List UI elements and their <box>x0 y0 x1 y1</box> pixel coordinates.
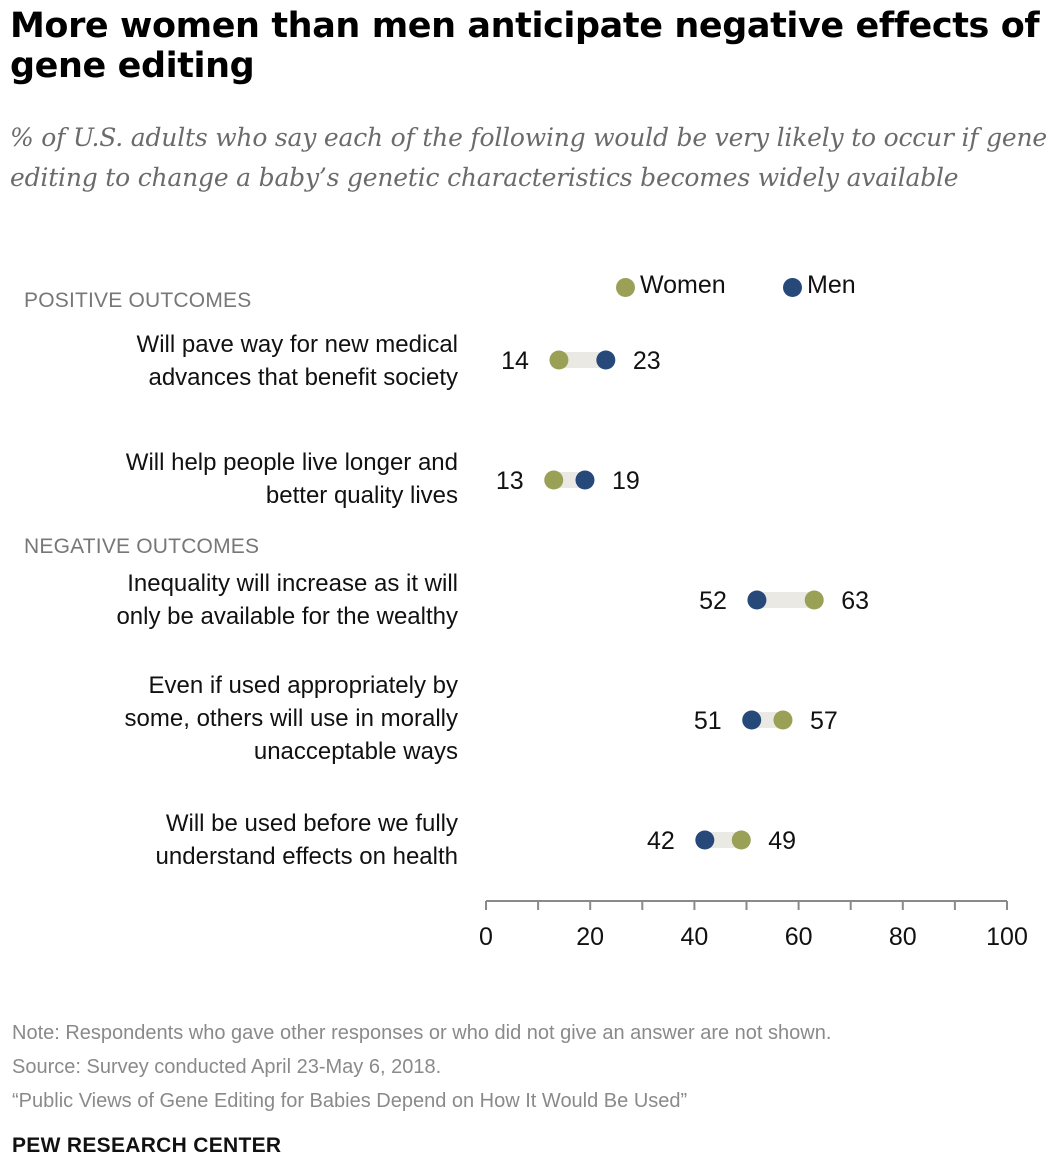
row-label-1: Will help people live longer and better … <box>18 446 458 512</box>
men-dot <box>695 830 715 850</box>
row-label-2: Inequality will increase as it will only… <box>18 567 458 633</box>
data-label-low: 52 <box>699 587 727 615</box>
men-dot <box>575 470 595 490</box>
row-label-line: Inequality will increase as it will <box>127 570 458 597</box>
legend-swatch-men <box>783 278 802 297</box>
row-label-line: some, others will use in morally <box>124 705 458 732</box>
data-label-low: 51 <box>694 707 722 735</box>
data-label-high: 23 <box>633 347 661 375</box>
x-tick-label: 100 <box>986 923 1028 951</box>
x-tick-label: 0 <box>479 923 493 951</box>
row-label-line: Even if used appropriately by <box>148 672 458 699</box>
men-dot <box>596 350 616 370</box>
women-dot <box>544 470 564 490</box>
data-label-low: 13 <box>496 467 524 495</box>
row-label-line: Will pave way for new medical <box>136 331 458 358</box>
connector-bar <box>756 592 815 608</box>
data-label-low: 14 <box>501 347 529 375</box>
footer-source: Source: Survey conducted April 23-May 6,… <box>12 1056 442 1078</box>
data-label-high: 57 <box>810 707 838 735</box>
footer-note: Note: Respondents who gave other respons… <box>12 1022 832 1044</box>
row-label-line: advances that benefit society <box>148 364 458 391</box>
data-label-high: 63 <box>841 587 869 615</box>
row-label-3: Even if used appropriately by some, othe… <box>18 669 458 768</box>
x-tick-label: 60 <box>785 923 813 951</box>
row-label-line: better quality lives <box>265 482 458 509</box>
legend-swatch-women <box>616 278 635 297</box>
women-dot <box>731 830 751 850</box>
row-label-line: unacceptable ways <box>253 738 458 765</box>
women-dot <box>773 710 793 730</box>
x-tick-label: 80 <box>889 923 917 951</box>
women-dot <box>804 590 824 610</box>
footer-report-title: “Public Views of Gene Editing for Babies… <box>12 1090 688 1112</box>
x-tick-label: 20 <box>576 923 604 951</box>
connector-bar <box>558 352 606 368</box>
row-label-4: Will be used before we fully understand … <box>18 807 458 873</box>
men-dot <box>742 710 762 730</box>
chart-subtitle: % of U.S. adults who say each of the fol… <box>10 123 1047 192</box>
row-label-0: Will pave way for new medical advances t… <box>18 328 458 394</box>
section-label-negative: NEGATIVE OUTCOMES <box>24 535 260 558</box>
legend-label-men: Men <box>807 271 856 299</box>
section-label-positive: POSITIVE OUTCOMES <box>24 289 252 312</box>
brand-name: PEW RESEARCH CENTER <box>12 1134 282 1157</box>
row-label-line: only be available for the wealthy <box>116 603 458 630</box>
data-label-high: 49 <box>768 827 796 855</box>
x-tick-label: 40 <box>680 923 708 951</box>
row-label-line: Will be used before we fully <box>165 810 458 837</box>
connector-bar <box>704 832 742 848</box>
legend-label-women: Women <box>640 271 726 299</box>
dot-plot: 14 23 13 19 52 63 51 57 42 49 0 20 40 60 80 100 <box>479 347 1028 951</box>
women-dot <box>549 350 569 370</box>
row-label-line: understand effects on health <box>155 843 458 870</box>
chart-title: More women than men anticipate negative … <box>10 6 1040 86</box>
men-dot <box>747 590 767 610</box>
row-label-line: Will help people live longer and <box>125 449 458 476</box>
data-label-high: 19 <box>612 467 640 495</box>
data-label-low: 42 <box>647 827 675 855</box>
